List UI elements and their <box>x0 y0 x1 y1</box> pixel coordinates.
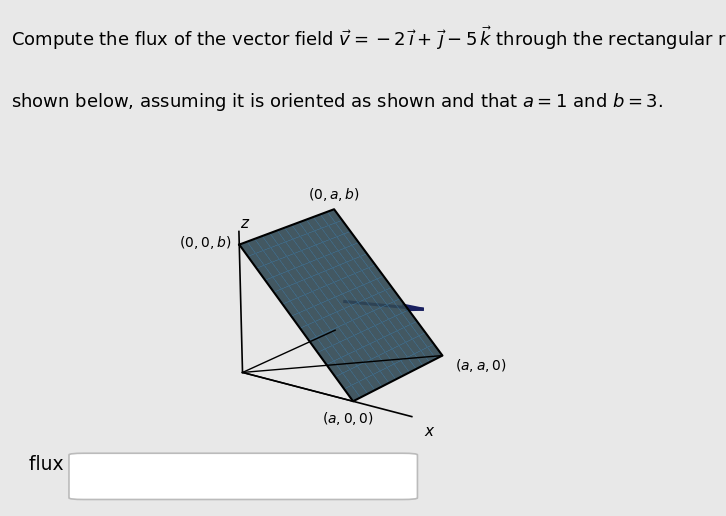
FancyBboxPatch shape <box>69 453 417 499</box>
Text: Compute the flux of the vector field $\vec{v} = -2\,\vec{\imath}+\,\vec{\jmath}-: Compute the flux of the vector field $\v… <box>11 24 726 52</box>
Text: flux =: flux = <box>29 455 91 474</box>
Text: shown below, assuming it is oriented as shown and that $a = 1$ and $b = 3$.: shown below, assuming it is oriented as … <box>11 91 663 113</box>
